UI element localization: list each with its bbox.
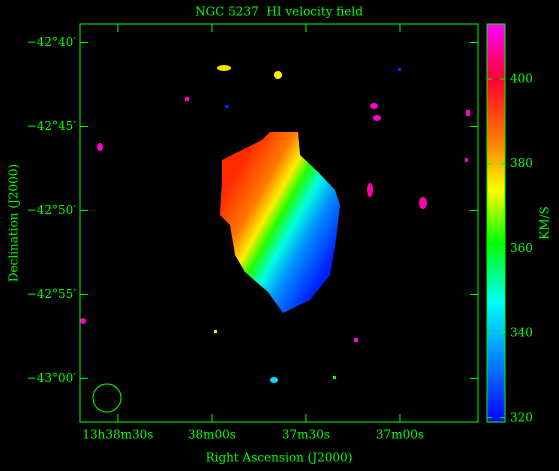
y-tick-label: −43°00′: [27, 371, 77, 385]
speck: [367, 183, 373, 197]
colorbar: [487, 24, 505, 422]
y-tick-label: −42°40′: [27, 35, 77, 49]
colorbar-tick-label: 380: [510, 156, 533, 170]
colorbar-frame: [486, 23, 506, 423]
colorbar-tick-label: 340: [510, 326, 533, 340]
speck: [398, 68, 401, 71]
speck: [214, 330, 217, 333]
speck: [274, 71, 282, 79]
chart-title: NGC 5237 HI velocity field: [195, 5, 363, 19]
speck: [225, 105, 229, 108]
speck: [419, 197, 427, 209]
speck: [373, 115, 381, 121]
beam: [92, 383, 122, 413]
x-tick-label: 37m00s: [376, 428, 424, 442]
colorbar-tick-label: 400: [510, 72, 533, 86]
y-tick-label: −42°55′: [27, 287, 77, 301]
colorbar-tick-label: 360: [510, 241, 533, 255]
galaxy-field: [220, 132, 340, 313]
speck: [354, 338, 358, 342]
speck: [270, 377, 278, 383]
speck: [97, 143, 103, 151]
x-tick-label: 13h38m30s: [82, 428, 153, 442]
y-tick-label: −42°45′: [27, 119, 77, 133]
speck: [465, 158, 468, 162]
x-axis-label: Right Ascension (J2000): [206, 451, 353, 465]
speck: [466, 110, 470, 116]
x-tick-label: 38m00s: [188, 428, 236, 442]
plot-frame: [79, 23, 479, 423]
y-tick-label: −42°50′: [27, 203, 77, 217]
velocity-map: [80, 65, 470, 383]
colorbar-tick-label: 320: [510, 410, 533, 424]
speck: [333, 376, 336, 379]
speck: [80, 318, 86, 324]
x-tick-label: 37m30s: [282, 428, 330, 442]
speck: [370, 103, 378, 109]
speck: [217, 65, 231, 71]
colorbar-label: KM/S: [538, 206, 552, 240]
speck: [185, 97, 189, 101]
y-axis-label: Declination (J2000): [7, 164, 21, 282]
